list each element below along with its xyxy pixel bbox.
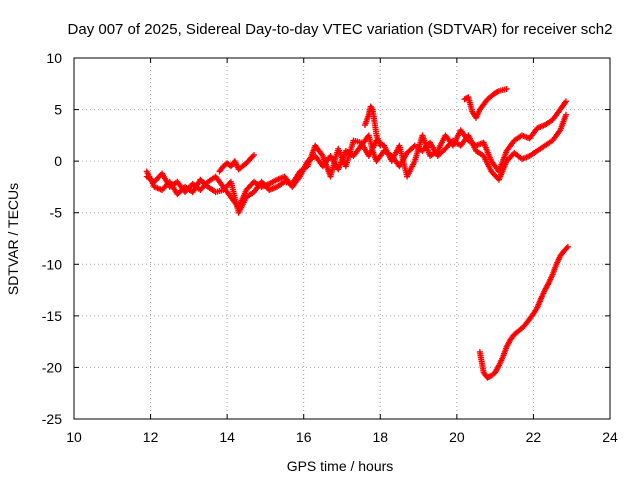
y-tick-label: 10 <box>46 50 62 66</box>
data-point <box>377 142 384 149</box>
data-point <box>503 85 510 92</box>
x-tick-label: 12 <box>143 429 159 445</box>
data-point <box>564 243 571 250</box>
y-tick-label: -5 <box>50 205 63 221</box>
data-point <box>250 151 257 158</box>
x-tick-label: 22 <box>526 429 542 445</box>
data-point <box>562 111 569 118</box>
series-trace-upper-right <box>461 85 510 121</box>
chart-title: Day 007 of 2025, Sidereal Day-to-day VTE… <box>68 21 613 38</box>
data-points <box>143 85 571 381</box>
data-point <box>494 88 501 95</box>
x-tick-label: 14 <box>219 429 235 445</box>
x-tick-label: 20 <box>449 429 465 445</box>
y-tick-label: -20 <box>42 359 62 375</box>
series-trace-main-b <box>143 98 569 216</box>
x-axis-label: GPS time / hours <box>287 458 394 474</box>
y-axis-label: SDTVAR / TECUs <box>5 183 21 295</box>
y-tick-label: 0 <box>54 153 62 169</box>
x-tick-label: 16 <box>296 429 312 445</box>
plot-frame <box>73 57 611 420</box>
series-trace-spike-17_8 <box>361 103 384 149</box>
series-trace-upper-left <box>216 151 257 175</box>
data-point <box>562 98 569 105</box>
x-tick-label: 24 <box>602 429 618 445</box>
x-tick-label: 10 <box>66 429 82 445</box>
x-tick-label: 18 <box>372 429 388 445</box>
y-tick-label: -25 <box>42 411 62 427</box>
y-tick-label: 5 <box>54 102 62 118</box>
y-tick-label: -15 <box>42 308 62 324</box>
tick-labels: 10 12 14 16 18 20 22 24 10 5 0 -5 -10 -15 -20 -25 <box>42 50 618 445</box>
series-trace-lower-right <box>476 243 571 381</box>
y-tick-label: -10 <box>42 256 62 272</box>
